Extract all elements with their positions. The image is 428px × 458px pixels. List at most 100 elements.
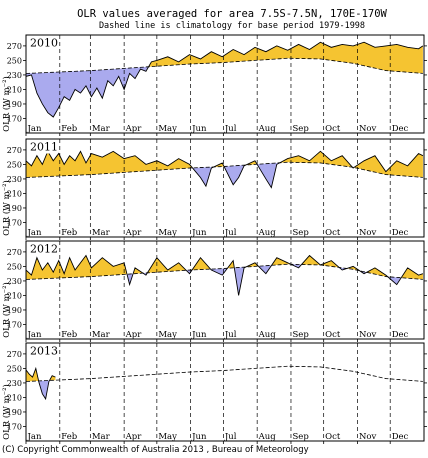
month-label-jun: Jun <box>191 330 207 340</box>
olr-series-line-2011 <box>26 150 424 189</box>
chart-subtitle: Dashed line is climatology for base peri… <box>99 21 365 31</box>
month-label-jun: Jun <box>191 432 207 442</box>
month-label-mar: Mar <box>92 330 111 340</box>
month-label-dec: Dec <box>392 432 409 442</box>
y-tick-label: 170 <box>7 320 22 329</box>
y-tick-label: 250 <box>7 364 22 373</box>
panel-2011: 170 190 210 230 250 270 Jan Feb Mar Apr May Jun Jul A… <box>1 138 427 240</box>
month-label-may: May <box>158 330 177 340</box>
panel-frame-2010 <box>25 34 425 134</box>
y-axis-label: OLR (W m⁻²) <box>1 76 12 132</box>
month-label-jul: Jul <box>224 124 237 134</box>
month-label-nov: Nov <box>359 432 377 442</box>
month-label-mar: Mar <box>92 124 111 134</box>
year-label-2011: 2011 <box>30 141 58 154</box>
panel-2010: 170 190 210 230 250 270 Jan Feb Mar Apr May Jun Jul A… <box>1 34 427 136</box>
panel-plot-2010 <box>26 35 424 133</box>
month-label-apr: Apr <box>125 124 143 134</box>
year-label-2010: 2010 <box>30 37 58 50</box>
month-label-jun: Jun <box>191 124 207 134</box>
y-tick-label: 210 <box>7 189 22 198</box>
month-label-jan: Jan <box>27 124 42 134</box>
month-label-feb: Feb <box>61 432 77 442</box>
year-label-backing <box>28 242 58 256</box>
y-tick-label: 190 <box>7 306 22 315</box>
y-tick-label: 190 <box>7 408 22 417</box>
olr-series-line-2012 <box>26 254 424 296</box>
y-tick-label: 250 <box>7 160 22 169</box>
y-tick-label: 210 <box>7 291 22 300</box>
month-label-may: May <box>158 432 177 442</box>
year-label-backing <box>28 344 58 358</box>
above-climatology-fill-2010 <box>26 42 423 74</box>
month-label-aug: Aug <box>258 124 277 134</box>
month-label-mar: Mar <box>92 228 111 238</box>
y-axis-label: OLR (W m⁻²) <box>1 384 12 440</box>
y-tick-label: 190 <box>7 100 22 109</box>
panel-frame-2012 <box>25 240 425 340</box>
climatology-line-2011 <box>26 161 423 178</box>
year-label-backing <box>28 36 58 50</box>
above-climatology-fill-2013 <box>26 368 56 382</box>
month-label-may: May <box>158 124 177 134</box>
month-label-jun: Jun <box>191 228 207 238</box>
month-label-mar: Mar <box>92 432 111 442</box>
month-label-jul: Jul <box>224 228 237 238</box>
month-label-sep: Sep <box>292 228 309 238</box>
y-tick-label: 270 <box>7 146 22 155</box>
month-label-oct: Oct <box>325 228 341 238</box>
y-axis-label: OLR (W m⁻²) <box>1 180 12 236</box>
y-tick-label: 170 <box>7 114 22 123</box>
y-tick-label: 230 <box>7 71 22 80</box>
y-tick-label: 250 <box>7 56 22 65</box>
climatology-line-2010 <box>26 57 423 74</box>
year-label-backing <box>28 140 58 154</box>
month-label-jan: Jan <box>27 330 42 340</box>
panel-plot-2012 <box>26 241 424 339</box>
month-label-dec: Dec <box>392 228 409 238</box>
olr-series-line-2013 <box>26 366 56 401</box>
panel-frame-2011 <box>25 138 425 238</box>
y-tick-label: 270 <box>7 248 22 257</box>
panel-frame-2013 <box>25 342 425 442</box>
y-tick-label: 210 <box>7 85 22 94</box>
month-label-sep: Sep <box>292 432 309 442</box>
below-climatology-fill-2012 <box>26 264 423 296</box>
month-label-oct: Oct <box>325 330 341 340</box>
month-label-apr: Apr <box>125 228 143 238</box>
y-tick-label: 190 <box>7 204 22 213</box>
year-label-2012: 2012 <box>30 243 58 256</box>
month-label-feb: Feb <box>61 228 77 238</box>
month-label-aug: Aug <box>258 330 277 340</box>
month-label-nov: Nov <box>359 228 377 238</box>
y-tick-label: 270 <box>7 42 22 51</box>
y-axis-label: OLR (W m⁻²) <box>1 282 12 338</box>
climatology-line-2013 <box>26 365 423 382</box>
above-climatology-fill-2011 <box>26 151 423 178</box>
month-label-jul: Jul <box>224 432 237 442</box>
below-climatology-fill-2010 <box>26 58 423 118</box>
month-label-oct: Oct <box>325 432 341 442</box>
panel-2012: 170 190 210 230 250 270 Jan Feb Mar Apr May Jun Jul A… <box>1 240 427 342</box>
month-label-may: May <box>158 228 177 238</box>
climatology-line-2012 <box>26 263 423 280</box>
month-label-jan: Jan <box>27 432 42 442</box>
month-label-oct: Oct <box>325 124 341 134</box>
month-label-apr: Apr <box>125 432 143 442</box>
y-tick-label: 270 <box>7 350 22 359</box>
month-label-dec: Dec <box>392 124 409 134</box>
month-label-aug: Aug <box>258 432 277 442</box>
y-tick-label: 250 <box>7 262 22 271</box>
y-tick-label: 230 <box>7 277 22 286</box>
panel-plot-2013 <box>26 343 423 441</box>
month-label-jan: Jan <box>27 228 42 238</box>
month-label-aug: Aug <box>258 228 277 238</box>
y-tick-label: 230 <box>7 379 22 388</box>
y-tick-label: 210 <box>7 393 22 402</box>
chart-title: OLR values averaged for area 7.5S-7.5N, … <box>77 8 387 20</box>
year-label-2013: 2013 <box>30 345 58 358</box>
panel-plot-2011 <box>26 139 424 237</box>
month-label-nov: Nov <box>359 124 377 134</box>
month-label-feb: Feb <box>61 124 77 134</box>
